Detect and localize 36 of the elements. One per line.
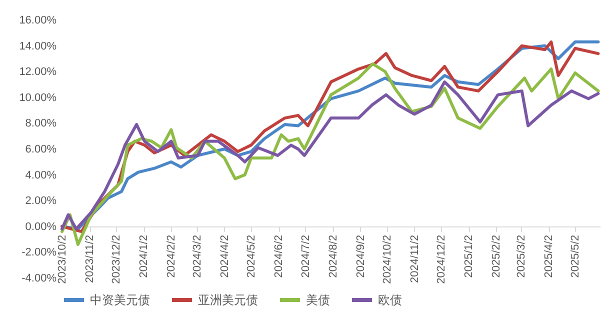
x-tick-label: 2024/6/2 [273, 234, 286, 278]
legend-label: 亚洲美元债 [198, 293, 258, 307]
x-tick-label: 2025/2/2 [490, 234, 503, 278]
x-tick-label: 2024/8/2 [327, 234, 340, 278]
x-tick-label: 2024/10/2 [381, 234, 394, 284]
x-tick-label: 2024/11/2 [408, 234, 421, 284]
x-tick-label: 2025/3/2 [515, 234, 528, 278]
y-tick-label: 14.00% [19, 40, 57, 52]
x-tick-label: 2023/12/2 [110, 234, 123, 284]
x-tick-label: 2024/1/2 [138, 234, 150, 278]
x-tick-label: 2023/11/2 [84, 234, 96, 284]
x-tick-label: 2025/5/2 [570, 234, 582, 278]
line-series [60, 80, 600, 230]
y-tick-label: 6.00% [25, 144, 57, 156]
y-tick-label: 10.00% [19, 92, 57, 104]
legend-label: 中资美元债 [90, 293, 150, 307]
y-tick-label: 12.00% [19, 66, 57, 78]
x-tick-label: 2024/9/2 [354, 234, 367, 278]
x-tick-label: 2023/10/2 [56, 234, 68, 284]
x-tick-label: 2024/2/2 [166, 234, 178, 278]
y-tick-label: 16.00% [19, 14, 57, 26]
y-tick-label: 8.00% [25, 118, 57, 130]
x-tick-label: 2025/4/2 [543, 234, 556, 278]
x-tick-label: 2024/12/2 [436, 234, 448, 284]
x-tick-label: 2025/1/2 [463, 234, 476, 278]
legend-label: 美债 [306, 293, 330, 307]
y-tick-label: 4.00% [25, 169, 57, 182]
x-tick-label: 2024/4/2 [218, 234, 231, 278]
legend-label: 欧债 [378, 293, 402, 307]
y-tick-label: -4.00% [22, 272, 57, 284]
y-tick-label: 2.00% [25, 195, 57, 208]
y-tick-label: -2.00% [22, 246, 57, 259]
y-tick-label: 0.00% [25, 220, 57, 233]
x-tick-label: 2024/5/2 [246, 234, 258, 278]
x-tick-label: 2024/7/2 [300, 234, 312, 278]
x-tick-label: 2024/3/2 [191, 234, 204, 278]
